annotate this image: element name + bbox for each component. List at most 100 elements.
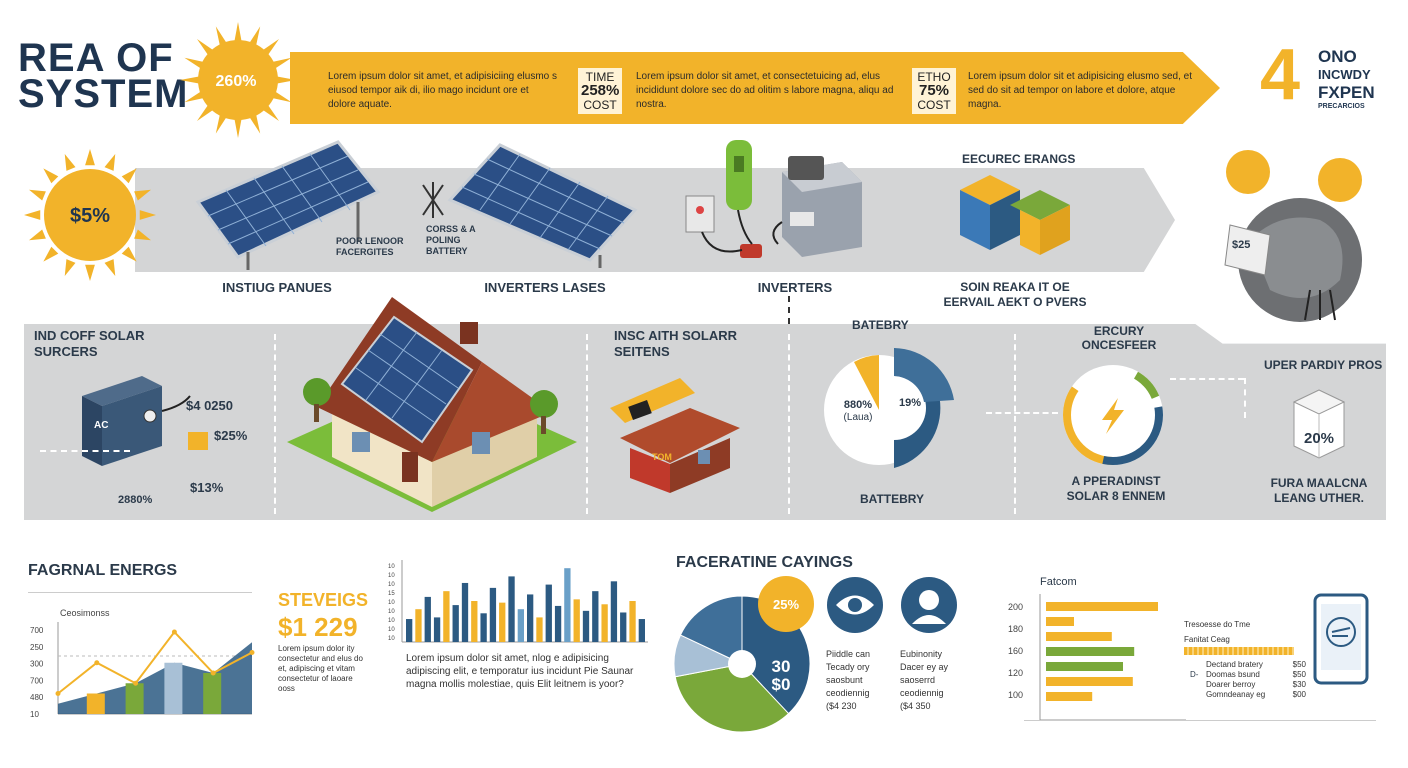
pie-title: FACERATINE CAYINGS <box>676 554 853 571</box>
sun-ray <box>215 113 227 134</box>
y-tick: 10 <box>388 582 395 588</box>
divider <box>586 334 588 514</box>
savings-text: Lorem ipsum dolor ity consectetur and el… <box>278 644 363 693</box>
sun-ray <box>196 104 214 122</box>
left-stat-2: $25% <box>214 428 248 443</box>
donut-left-value: 880% <box>844 399 872 411</box>
legend-row-value: $50 <box>1292 670 1306 679</box>
pie-hole <box>728 650 756 678</box>
hbar <box>1046 632 1112 641</box>
energy-ring-title: ERCURY ONCESFEER <box>1081 324 1157 352</box>
sun-ray <box>139 210 156 220</box>
bar <box>592 591 599 642</box>
y-tick: 10 <box>388 636 395 642</box>
y-tick: 10 <box>388 627 395 633</box>
hbar <box>1046 602 1158 611</box>
sun-ray <box>104 154 116 171</box>
divider <box>274 334 276 514</box>
sun-ray <box>184 57 205 69</box>
hbar <box>1046 677 1133 686</box>
label-energy: SOIN REAKA IT OE EERVAIL AEKT O PVERS <box>943 280 1087 309</box>
mid-block-title: INSC AITH SOLARR SEITENS <box>614 328 738 359</box>
line-point <box>94 660 100 666</box>
bar <box>415 609 422 642</box>
bar <box>489 587 497 642</box>
bar <box>554 605 562 642</box>
line-series <box>57 630 253 695</box>
bar-mark <box>164 662 183 714</box>
sun-ray <box>64 154 76 171</box>
tablet-icon <box>1313 593 1369 685</box>
legend-row: Doarer berroy $30 <box>1184 680 1306 690</box>
solar-panel-icon <box>195 140 381 270</box>
eye-icon <box>827 577 883 633</box>
sun-ray <box>121 246 137 262</box>
ribbon-text-2: Lorem ipsum dolor sit amet, et consectet… <box>636 71 894 110</box>
bar-mark <box>125 683 144 714</box>
y-tick: 100 <box>1008 690 1023 700</box>
bar <box>564 568 571 642</box>
legend-row-key: Dectand bratery <box>1206 660 1263 669</box>
y-tick: 300 <box>30 660 44 669</box>
y-tick: 10 <box>30 710 39 719</box>
y-tick: 180 <box>1008 624 1023 634</box>
sun-ray <box>180 76 201 84</box>
box-icon <box>188 432 208 450</box>
pie-slice <box>679 595 743 665</box>
ribbon-text-1: Lorem ipsum dolor sit amet, et adipisici… <box>328 71 557 110</box>
house-flag: TOM <box>652 452 672 462</box>
sun-ray <box>24 210 41 220</box>
divider <box>1014 334 1016 514</box>
sun-ray <box>234 22 242 43</box>
y-tick: 700 <box>30 676 44 685</box>
energy-blocks-icon <box>960 175 1070 255</box>
legend-row: Dectand bratery $50 <box>1184 660 1306 670</box>
bar <box>582 610 590 642</box>
legend-bar <box>1184 647 1294 655</box>
savings-title: STEVEIGS <box>278 590 369 610</box>
battery-donut: 880% (Laua) 19% <box>824 348 954 468</box>
legend-row: Gomndeanay eg $00 <box>1184 690 1306 700</box>
cube-icon <box>1292 389 1346 459</box>
bar <box>629 601 636 642</box>
left-stat-3: $13% <box>190 480 224 495</box>
bar <box>433 617 441 642</box>
globe-icon: $25 <box>1224 150 1362 322</box>
right-block-bottom: FURA MAALCNA LEANG UTHER. <box>1270 476 1368 505</box>
divider <box>788 334 790 514</box>
legend-row-value: $50 <box>1292 660 1306 669</box>
legend-row: Doomas bsund $50 <box>1184 670 1306 680</box>
donut-right-value: 19% <box>899 397 921 409</box>
battery-top-label: BATEBRY <box>852 318 909 332</box>
solar-panel-icon <box>447 143 638 268</box>
hbar <box>1046 692 1093 701</box>
y-tick: 700 <box>30 626 44 635</box>
line-chart: Ceosimonss 700 250 300 700 480 10 <box>30 608 255 719</box>
bar <box>480 613 487 642</box>
y-tick: 200 <box>1008 602 1023 612</box>
line-chart-title: FAGRNAL ENERGS <box>28 562 178 579</box>
bar-mark <box>86 693 105 714</box>
bar <box>638 619 645 642</box>
ac-unit-icon: AC <box>82 376 191 466</box>
sun-ray <box>275 76 296 84</box>
hbar <box>1046 617 1074 626</box>
energy-ring <box>1063 365 1163 465</box>
sun-ray <box>64 259 76 276</box>
line-point <box>133 680 139 686</box>
line-chart-legend: Ceosimonss <box>60 608 110 618</box>
panel-caption-2: CORSS & A POLING BATTERY <box>426 224 476 256</box>
right-block-value: 20% <box>1304 430 1335 447</box>
bar <box>545 584 552 642</box>
pie-item-1: Piiddle can Tecady ory saosbunt ceodienn… <box>826 649 871 711</box>
sun-ray <box>262 104 280 122</box>
divider <box>986 412 1058 414</box>
bar <box>452 605 459 642</box>
ribbon-stat-2: ETHO 75% COST <box>912 68 956 114</box>
ribbon-stat-1: TIME 258% COST <box>578 68 622 114</box>
label-installing-panels: INSTIUG PANUES <box>222 280 332 295</box>
sun-ray <box>43 246 59 262</box>
page-title: REA OF SYSTEM <box>18 36 189 116</box>
pie-bubble: 25% <box>758 576 814 632</box>
hbar-chart: 200 180 160 120 100 <box>1008 594 1186 721</box>
